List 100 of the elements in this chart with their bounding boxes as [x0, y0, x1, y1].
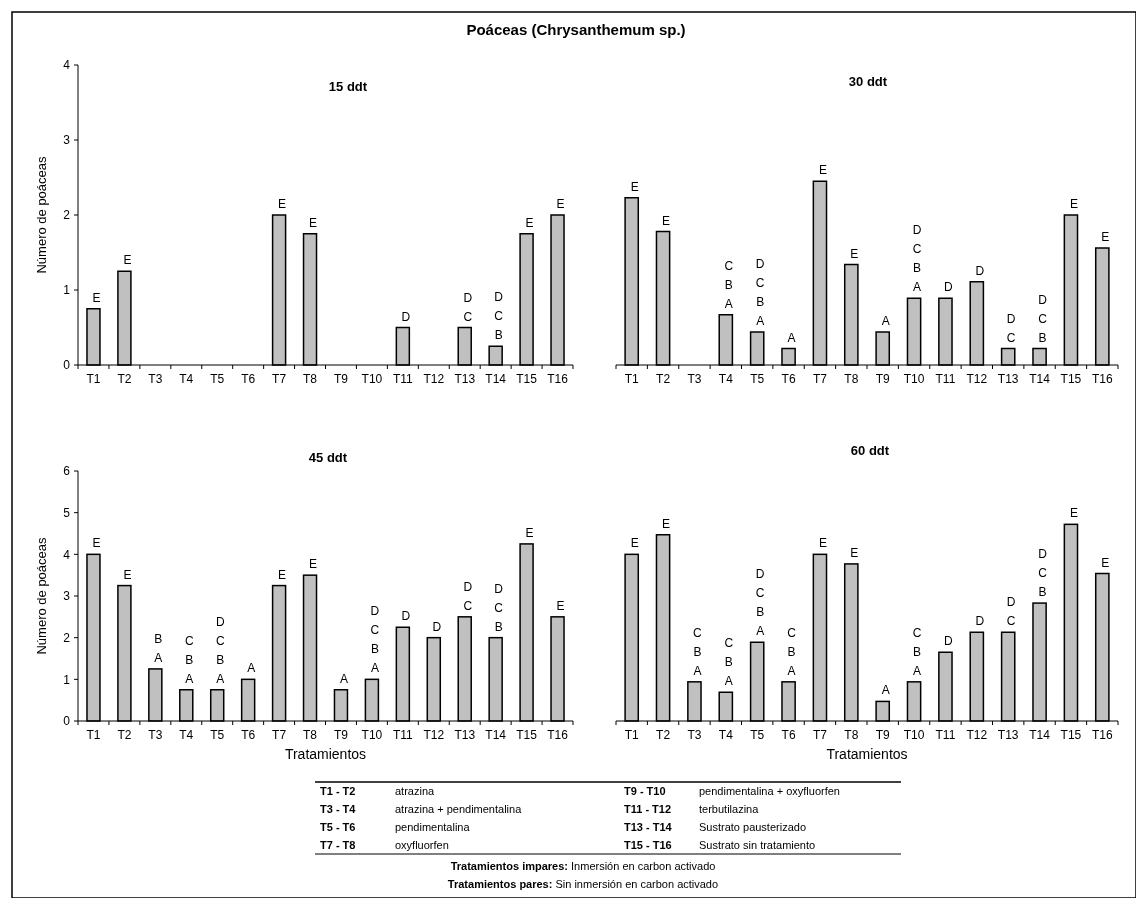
x-tick-label: T3: [148, 372, 163, 386]
annotation: E: [278, 567, 287, 582]
x-tick-label: T16: [547, 372, 569, 386]
x-tick-label: T12: [966, 372, 988, 386]
x-tick-label: T6: [241, 728, 256, 742]
annotation: E: [630, 536, 639, 551]
x-tick-label: T13: [997, 372, 1019, 386]
x-tick-label: T3: [687, 372, 702, 386]
y-tick-label: 3: [63, 589, 71, 604]
x-tick-label: T3: [687, 728, 702, 742]
x-tick-label: T12: [423, 728, 445, 742]
x-tick-label: T14: [485, 372, 507, 386]
text: pendimentalina: [395, 821, 471, 833]
annotation: C B A: [693, 625, 703, 678]
annotation: D: [944, 280, 954, 295]
text: T13 - T14: [624, 821, 673, 833]
annotation: D: [432, 619, 442, 634]
x-tick-label: T15: [516, 372, 538, 386]
text: T3 - T4: [320, 803, 357, 815]
x-tick-label: T5: [750, 728, 765, 742]
text: Sustrato pausterizado: [699, 821, 807, 833]
annotation: D: [401, 309, 411, 324]
text: Sustrato sin tratamiento: [699, 839, 816, 851]
x-tick-label: T13: [454, 372, 476, 386]
x-tick-label: T7: [272, 372, 287, 386]
chart-title: 45 ddt: [308, 450, 348, 465]
y-tick-label: 2: [63, 208, 71, 223]
annotation: C B A: [184, 633, 194, 686]
x-tick-label: T6: [781, 728, 796, 742]
text: atrazina + pendimentalina: [395, 803, 523, 815]
annotation: C B A: [724, 258, 734, 311]
annotation: D C B: [494, 290, 504, 343]
annotation: D C B A: [912, 223, 922, 295]
x-tick-label: T14: [1029, 372, 1051, 386]
annotation: D C: [1006, 311, 1016, 345]
x-tick-label: T15: [1060, 372, 1082, 386]
annotation: D: [975, 614, 985, 629]
text: T7 - T8: [320, 839, 356, 851]
annotation: D: [975, 263, 985, 278]
x-tick-label: T11: [935, 372, 956, 386]
y-tick-label: 1: [63, 283, 71, 298]
x-tick-label: T12: [966, 728, 988, 742]
x-tick-label: T11: [392, 728, 414, 742]
annotation: E: [525, 525, 534, 540]
x-tick-label: T13: [454, 728, 476, 742]
annotation: E: [309, 557, 318, 572]
annotation: A: [339, 671, 348, 686]
y-tick-label: 3: [63, 133, 71, 148]
annotation: E: [818, 536, 827, 551]
annotation: E: [556, 197, 565, 211]
text: Tratamientos pares: Sin inmersión en carbon activado: [447, 878, 719, 890]
y-tick-label: 1: [63, 672, 71, 687]
x-axis-title: Tratamientos: [284, 746, 367, 762]
x-tick-label: T2: [656, 728, 671, 742]
x-tick-label: T9: [875, 372, 891, 386]
x-tick-label: T10: [903, 372, 925, 386]
annotation: E: [525, 215, 534, 230]
annotation: D C B A: [755, 567, 765, 639]
annotation: E: [662, 516, 671, 531]
annotation: E: [278, 197, 287, 211]
x-tick-label: T16: [547, 728, 569, 742]
annotation: C B A: [912, 625, 922, 678]
chart-title: 60 ddt: [850, 443, 890, 458]
annotation: A: [881, 683, 890, 698]
x-tick-label: T15: [516, 728, 538, 742]
x-tick-label: T8: [303, 372, 318, 386]
annotation: D C B A: [370, 604, 380, 676]
x-tick-label: T1: [86, 728, 101, 742]
y-tick-label: 0: [63, 714, 71, 729]
annotation: E: [1069, 197, 1078, 211]
annotation: E: [662, 213, 671, 228]
x-tick-label: T10: [903, 728, 925, 742]
text: T1 - T2: [320, 785, 356, 797]
text: oxyfluorfen: [395, 839, 449, 851]
y-axis-title: Número de poáceas: [34, 536, 49, 655]
x-tick-label: T1: [624, 372, 640, 386]
text: Tratamientos impares: Inmersión en carbon activado: [450, 860, 716, 872]
annotation: E: [818, 163, 827, 178]
annotation: D C B: [1038, 292, 1048, 345]
x-tick-label: T15: [1060, 728, 1082, 742]
annotation: A: [247, 661, 256, 676]
x-tick-label: T14: [1029, 728, 1051, 742]
annotation: E: [1069, 506, 1078, 521]
text: T11 - T12: [624, 803, 672, 815]
annotation: C B A: [724, 636, 734, 689]
text: terbutilazina: [699, 803, 760, 815]
x-tick-label: T7: [272, 728, 287, 742]
x-tick-label: T13: [997, 728, 1019, 742]
x-tick-label: T3: [148, 728, 163, 742]
x-tick-label: T4: [718, 728, 734, 742]
annotation: C B A: [787, 625, 797, 678]
x-tick-label: T9: [875, 728, 891, 742]
x-tick-label: T1: [86, 372, 101, 386]
x-tick-label: T16: [1091, 372, 1113, 386]
x-tick-label: T4: [718, 372, 734, 386]
text: Poáceas (Chrysanthemum sp.): [466, 21, 686, 38]
x-axis-title: Tratamientos: [826, 746, 908, 762]
annotation: E: [92, 536, 101, 551]
annotation: E: [556, 598, 565, 613]
x-tick-label: T2: [656, 372, 671, 386]
